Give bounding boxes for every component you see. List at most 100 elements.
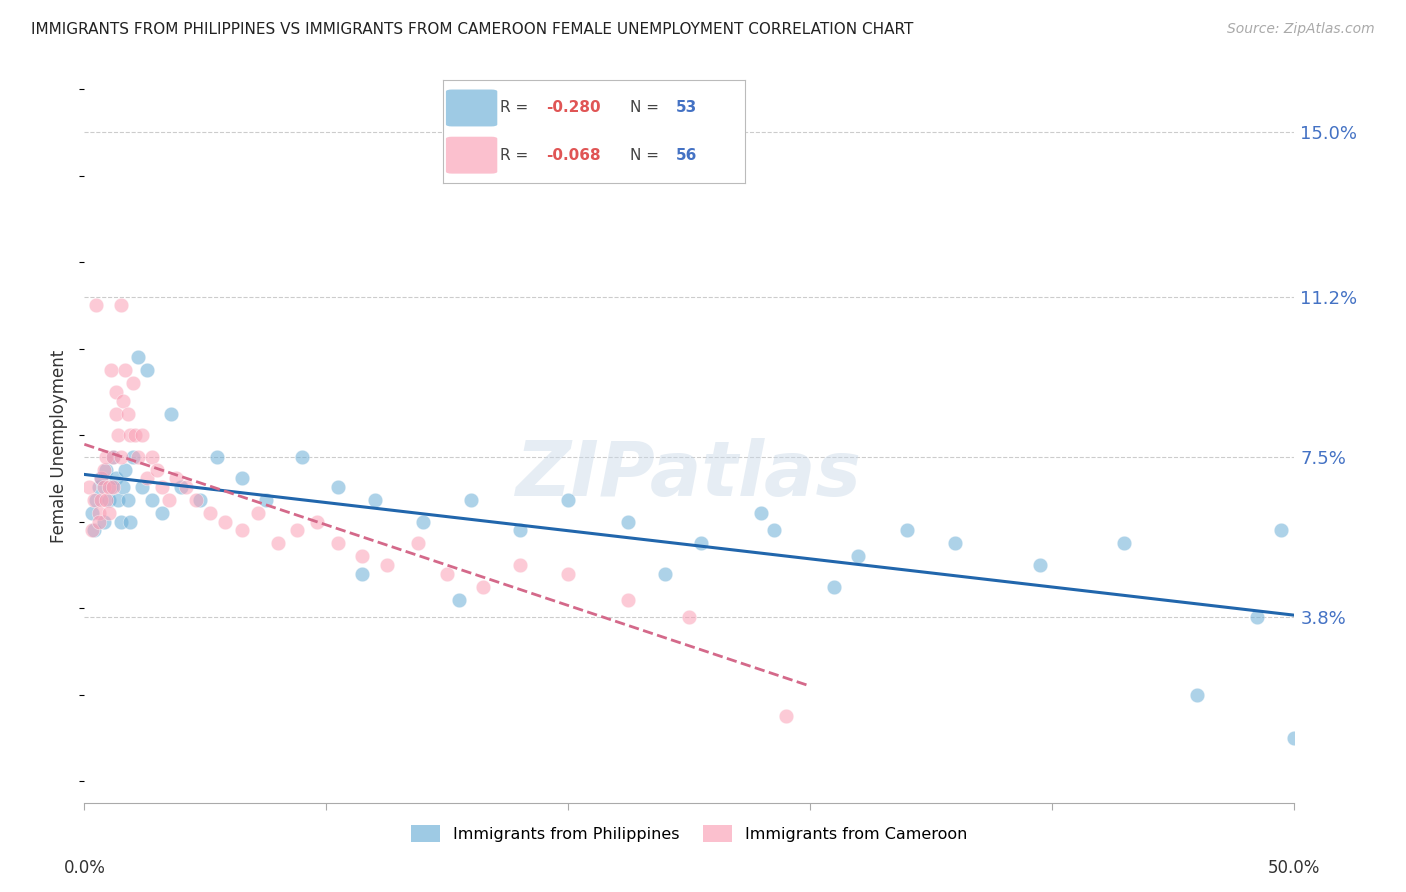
Point — [363, 493, 385, 508]
Text: 50.0%: 50.0% — [1267, 859, 1320, 877]
Point — [375, 558, 398, 572]
Point — [285, 524, 308, 538]
Point — [254, 493, 277, 508]
Point — [107, 428, 129, 442]
Point — [449, 592, 471, 607]
Point — [291, 450, 314, 464]
Point — [943, 536, 966, 550]
Text: 56: 56 — [676, 148, 697, 162]
Point — [104, 384, 127, 399]
Point — [93, 480, 115, 494]
Point — [110, 515, 132, 529]
Point — [775, 709, 797, 723]
FancyBboxPatch shape — [446, 136, 498, 174]
Point — [157, 493, 180, 508]
Point — [328, 480, 350, 494]
Point — [617, 515, 640, 529]
Point — [305, 515, 328, 529]
Point — [751, 506, 773, 520]
Point — [131, 480, 153, 494]
Point — [87, 480, 110, 494]
Point — [86, 298, 108, 312]
Point — [1028, 558, 1050, 572]
Point — [141, 493, 163, 508]
Point — [90, 471, 112, 485]
Point — [136, 471, 159, 485]
Point — [112, 393, 135, 408]
Text: N =: N = — [630, 101, 664, 115]
Point — [90, 493, 112, 508]
Point — [131, 428, 153, 442]
Point — [436, 566, 458, 581]
Text: N =: N = — [630, 148, 664, 162]
Point — [97, 493, 120, 508]
Point — [617, 592, 640, 607]
Point — [112, 480, 135, 494]
Point — [127, 351, 149, 365]
Point — [117, 493, 139, 508]
Point — [678, 610, 700, 624]
Point — [127, 450, 149, 464]
Point — [104, 407, 127, 421]
Text: R =: R = — [501, 148, 533, 162]
Point — [170, 480, 193, 494]
Point — [114, 363, 136, 377]
Point — [509, 558, 531, 572]
Text: Source: ZipAtlas.com: Source: ZipAtlas.com — [1227, 22, 1375, 37]
Point — [120, 515, 142, 529]
Point — [557, 493, 579, 508]
Legend: Immigrants from Philippines, Immigrants from Cameroon: Immigrants from Philippines, Immigrants … — [405, 819, 973, 848]
Point — [472, 580, 495, 594]
Point — [100, 363, 122, 377]
Point — [94, 450, 117, 464]
Point — [231, 471, 253, 485]
Point — [1246, 610, 1268, 624]
Point — [190, 493, 212, 508]
Point — [896, 524, 918, 538]
Point — [97, 480, 120, 494]
Point — [557, 566, 579, 581]
Point — [110, 450, 132, 464]
Point — [80, 506, 103, 520]
Point — [87, 515, 110, 529]
Point — [150, 480, 173, 494]
Point — [120, 428, 142, 442]
Point — [160, 407, 183, 421]
Y-axis label: Female Unemployment: Female Unemployment — [51, 350, 69, 542]
Point — [100, 480, 122, 494]
Point — [352, 566, 374, 581]
Point — [412, 515, 434, 529]
Point — [509, 524, 531, 538]
Point — [93, 463, 115, 477]
Point — [460, 493, 482, 508]
Point — [1114, 536, 1136, 550]
Point — [114, 463, 136, 477]
Point — [104, 471, 127, 485]
Point — [83, 493, 105, 508]
Point — [267, 536, 290, 550]
Point — [107, 493, 129, 508]
Text: IMMIGRANTS FROM PHILIPPINES VS IMMIGRANTS FROM CAMEROON FEMALE UNEMPLOYMENT CORR: IMMIGRANTS FROM PHILIPPINES VS IMMIGRANT… — [31, 22, 914, 37]
Point — [654, 566, 676, 581]
Text: R =: R = — [501, 101, 533, 115]
Point — [231, 524, 253, 538]
Text: -0.068: -0.068 — [546, 148, 600, 162]
Point — [184, 493, 207, 508]
Point — [90, 471, 112, 485]
Text: -0.280: -0.280 — [546, 101, 600, 115]
Point — [207, 450, 229, 464]
Point — [141, 450, 163, 464]
Point — [328, 536, 350, 550]
Text: ZIPatlas: ZIPatlas — [516, 438, 862, 511]
Text: 0.0%: 0.0% — [63, 859, 105, 877]
Point — [121, 450, 143, 464]
Point — [94, 463, 117, 477]
Point — [406, 536, 429, 550]
Point — [94, 493, 117, 508]
Point — [846, 549, 869, 564]
Point — [352, 549, 374, 564]
Point — [121, 376, 143, 391]
Point — [110, 298, 132, 312]
Point — [762, 524, 785, 538]
Point — [80, 524, 103, 538]
